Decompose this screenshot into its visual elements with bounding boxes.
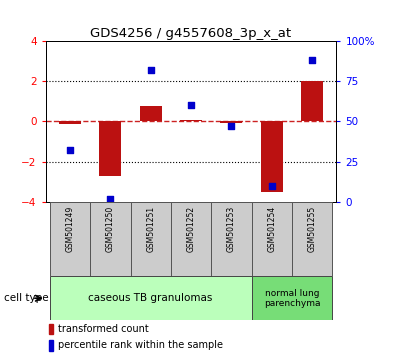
Point	[148, 67, 154, 73]
Bar	[140, 106, 162, 121]
FancyBboxPatch shape	[211, 202, 252, 276]
Point	[107, 196, 113, 201]
Text: normal lung
parenchyma: normal lung parenchyma	[263, 289, 320, 308]
Bar	[261, 121, 283, 192]
Text: GSM501251: GSM501251	[146, 205, 155, 252]
Bar	[301, 81, 323, 121]
Bar	[49, 340, 53, 350]
FancyBboxPatch shape	[50, 276, 252, 320]
Point	[269, 183, 275, 188]
FancyBboxPatch shape	[131, 202, 171, 276]
Bar	[49, 324, 53, 335]
Title: GDS4256 / g4557608_3p_x_at: GDS4256 / g4557608_3p_x_at	[90, 27, 292, 40]
FancyBboxPatch shape	[50, 202, 90, 276]
Point	[67, 147, 73, 153]
Text: GSM501255: GSM501255	[308, 205, 316, 252]
Text: transformed count: transformed count	[59, 324, 149, 334]
Bar	[180, 120, 202, 121]
Text: GSM501252: GSM501252	[187, 205, 195, 252]
Bar	[99, 121, 121, 176]
Bar	[59, 121, 81, 124]
FancyBboxPatch shape	[171, 202, 211, 276]
Text: GSM501249: GSM501249	[66, 205, 74, 252]
FancyBboxPatch shape	[90, 202, 131, 276]
FancyBboxPatch shape	[252, 276, 332, 320]
FancyBboxPatch shape	[292, 202, 332, 276]
Text: cell type: cell type	[4, 293, 49, 303]
Text: GSM501250: GSM501250	[106, 205, 115, 252]
Bar	[220, 121, 242, 123]
Point	[188, 102, 194, 108]
Text: GSM501253: GSM501253	[227, 205, 236, 252]
FancyBboxPatch shape	[252, 202, 292, 276]
Text: percentile rank within the sample: percentile rank within the sample	[59, 340, 223, 350]
Point	[309, 57, 315, 63]
Point	[228, 123, 234, 129]
Text: caseous TB granulomas: caseous TB granulomas	[88, 293, 213, 303]
Text: GSM501254: GSM501254	[267, 205, 276, 252]
